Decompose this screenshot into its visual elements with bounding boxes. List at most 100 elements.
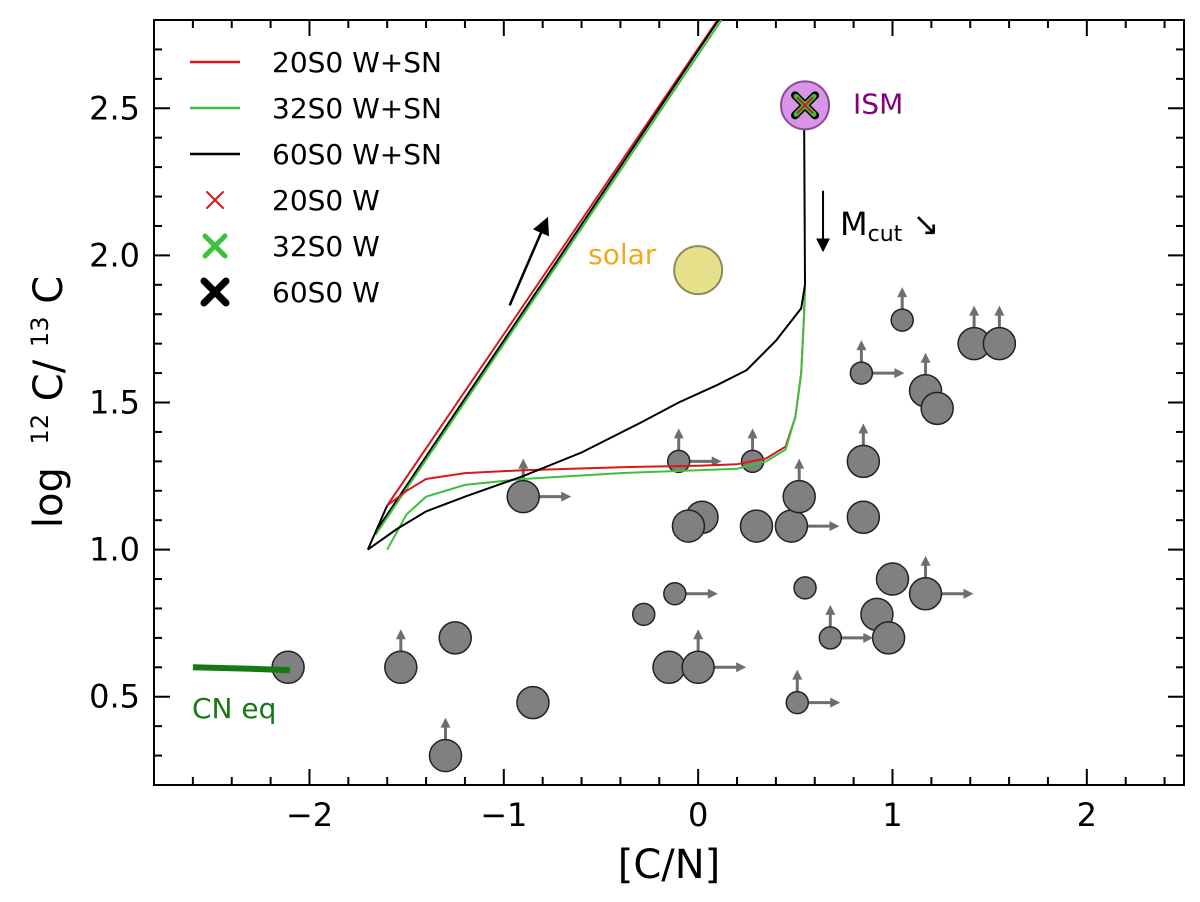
data-point	[671, 509, 706, 543]
data-point	[516, 685, 550, 720]
upper-model-line	[386, 19, 719, 507]
upper-limit-arrow-head	[518, 458, 529, 469]
upper-limit-arrow-head	[792, 669, 803, 680]
data-point	[663, 582, 687, 606]
y-tick-label: 1.5	[89, 384, 140, 422]
upper-limit-arrow-head	[969, 305, 980, 316]
data-point	[871, 621, 906, 655]
y-axis-label: log 12 C/ 13 C	[12, 276, 72, 528]
direction-arrow	[508, 216, 550, 306]
legend-label: 20S0 W	[272, 184, 380, 217]
data-point	[890, 308, 914, 332]
upper-limit-arrow-head	[994, 305, 1005, 316]
legend: 20S0 W+SN 32S0 W+SN 60S0 W+SN 20S0 W 32S0 W 6…	[190, 46, 442, 309]
upper-limit-arrow-head	[897, 287, 908, 298]
upper-limit-arrow-head	[747, 428, 758, 439]
upper-limit-arrow-head	[920, 352, 931, 363]
upper-limit-arrow-head	[858, 423, 869, 434]
data-point	[631, 602, 656, 627]
y-label-c-slash: C/	[26, 359, 72, 401]
branch-start-line	[366, 505, 389, 551]
y-tick-label: 2.5	[89, 89, 140, 127]
data-point	[774, 509, 809, 543]
cn-eq-line	[192, 664, 291, 674]
upper-limit-arrow-head	[856, 340, 867, 351]
upper-limit-arrow-head	[673, 428, 684, 439]
series-line	[386, 284, 806, 507]
data-point	[846, 444, 881, 479]
solar-marker	[673, 245, 724, 296]
data-point	[438, 621, 472, 655]
cn-eq-label: CN eq	[192, 692, 276, 725]
annotations: solar ISM Mcut ↘ CN eq	[192, 80, 939, 725]
upper-limit-arrow-head	[920, 555, 931, 566]
data-point	[793, 576, 817, 600]
data-point	[428, 738, 463, 773]
data-point	[818, 626, 843, 650]
data-point	[652, 650, 686, 685]
x-tick-label: 2	[1077, 796, 1097, 834]
legend-cross-swatch	[200, 277, 230, 307]
y-tick-label: 2.0	[89, 236, 140, 274]
data-point	[908, 577, 943, 611]
mcut-label: Mcut ↘	[840, 205, 939, 247]
data-point	[506, 479, 540, 514]
upper-limit-arrow-head	[395, 629, 406, 640]
right-limit-arrow-head	[829, 521, 840, 532]
legend-label: 32S0 W	[272, 230, 380, 263]
legend-label: 60S0 W+SN	[272, 138, 442, 171]
ism-label: ISM	[853, 87, 903, 120]
data-point	[875, 562, 910, 596]
data-point	[849, 361, 874, 385]
data-point	[666, 449, 691, 474]
x-tick-label: −2	[286, 796, 333, 834]
right-limit-arrow-head	[894, 368, 905, 379]
x-tick-label: 0	[688, 796, 708, 834]
x-tick-label: −1	[480, 796, 527, 834]
y-tick-label: 0.5	[89, 678, 140, 716]
data-point	[846, 500, 881, 534]
y-label-sup-13: 13	[26, 317, 54, 348]
model-lines	[192, 19, 806, 674]
x-tick-label: 1	[882, 796, 902, 834]
ism-cross-red	[796, 96, 814, 115]
right-limit-arrow-head	[707, 588, 718, 599]
data-point	[982, 326, 1017, 361]
mcut-direction-arrow: ↘	[902, 205, 939, 243]
solar-label: solar	[588, 238, 657, 271]
data-point	[920, 391, 954, 426]
series-line	[367, 284, 806, 551]
data-points	[271, 287, 1017, 773]
x-tick-labels: −2 −1 0 1 2	[286, 796, 1097, 834]
upper-limit-arrow-head	[440, 717, 451, 728]
legend-cross-swatch	[202, 233, 228, 259]
upper-model-line	[376, 19, 720, 530]
right-limit-arrow-head	[963, 588, 974, 599]
upper-limit-arrow-head	[794, 458, 805, 469]
mcut-sub: cut	[868, 222, 903, 247]
data-point	[384, 650, 418, 685]
upper-model-line	[374, 19, 723, 536]
y-label-log: log	[26, 467, 72, 528]
right-limit-arrow-head	[561, 491, 572, 502]
data-point	[739, 509, 774, 543]
mcut-main: M	[840, 205, 868, 243]
legend-label: 20S0 W+SN	[272, 46, 442, 79]
upper-limit-arrow-head	[825, 604, 836, 615]
y-tick-label: 1.0	[89, 531, 140, 569]
legend-label: 60S0 W	[272, 276, 380, 309]
legend-label: 32S0 W+SN	[272, 92, 442, 125]
right-limit-arrow-head	[736, 662, 747, 673]
data-point	[785, 690, 810, 715]
upper-limit-arrow-head	[693, 629, 704, 640]
y-tick-labels: 0.5 1.0 1.5 2.0 2.5	[89, 89, 140, 715]
data-point	[782, 479, 816, 514]
x-axis-label: [C/N]	[618, 842, 721, 888]
axis-ticks	[154, 20, 1184, 785]
y-label-sup-12: 12	[26, 414, 54, 445]
right-limit-arrow-head	[863, 632, 874, 643]
data-point	[681, 650, 715, 685]
legend-cross-swatch	[206, 191, 224, 209]
y-label-c: C	[26, 276, 72, 304]
